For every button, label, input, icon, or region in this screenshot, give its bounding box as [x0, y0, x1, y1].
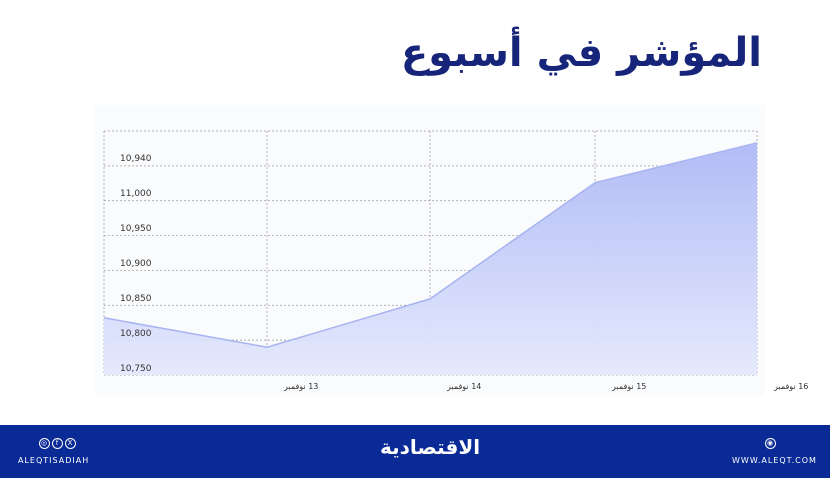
x-tick-label: 14 نوفمبر	[446, 382, 481, 391]
data-point	[429, 298, 431, 300]
area-fill	[104, 142, 757, 375]
globe-icon: ◉	[765, 438, 776, 449]
y-tick-label: 11,000	[120, 189, 152, 199]
x-tick-label: 16 نوفمبر	[773, 382, 808, 391]
footer: ◎ f X ALEQTISADIAH الاقتصادية ◉ WWW.ALEQT.…	[0, 425, 830, 478]
y-tick-label: 10,750	[120, 364, 152, 374]
x-tick-label: 13 نوفمبر	[283, 382, 318, 391]
y-tick-label: 10,900	[120, 259, 152, 269]
chart-title: المؤشر في أسبوع	[400, 30, 762, 76]
social-handle: ALEQTISADIAH	[18, 456, 90, 465]
website-link[interactable]: WWW.ALEQT.COM	[732, 456, 817, 465]
instagram-icon[interactable]: ◎	[39, 438, 50, 449]
logo: الاقتصادية	[380, 435, 481, 459]
data-point	[594, 182, 596, 184]
facebook-icon[interactable]: f	[52, 438, 63, 449]
y-tick-label: 10,940	[120, 154, 152, 164]
data-point	[266, 346, 268, 348]
data-point	[756, 142, 758, 144]
x-icon[interactable]: X	[65, 438, 76, 449]
y-tick-label: 10,850	[120, 294, 152, 304]
area-chart: 10,940 11,000 10,950 10,900 10,850 10,800 10,7…	[103, 130, 809, 391]
social-icons: ◎ f X	[38, 438, 77, 449]
x-tick-label: 15 نوفمبر	[611, 382, 646, 391]
y-tick-label: 10,950	[120, 224, 152, 234]
y-tick-label: 10,800	[120, 329, 152, 339]
data-point	[103, 317, 105, 319]
